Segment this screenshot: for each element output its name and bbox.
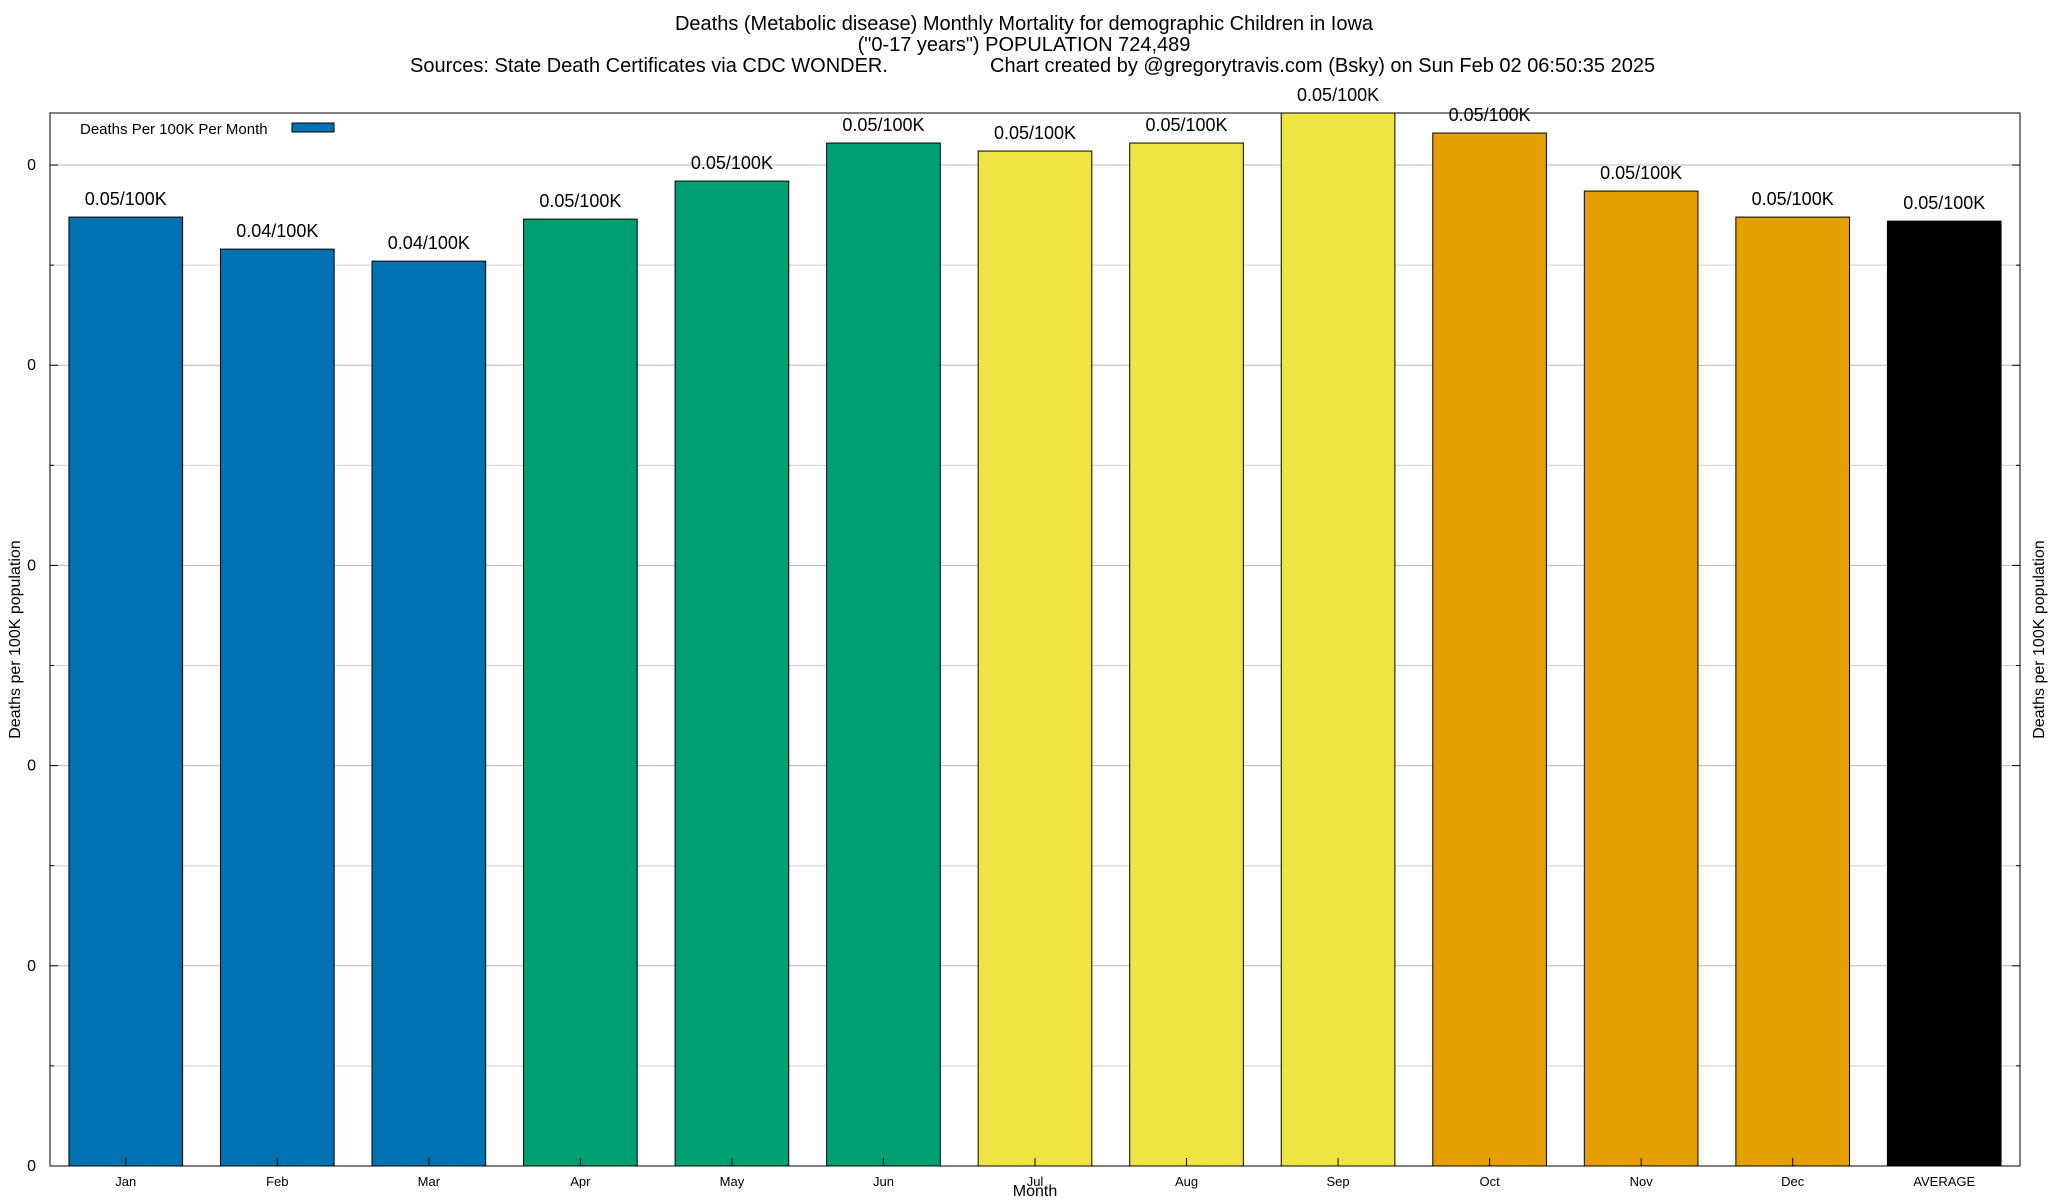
y-tick-label: 0 <box>27 357 36 374</box>
x-tick-label: Feb <box>266 1174 288 1189</box>
data-label: 0.05/100K <box>85 189 167 209</box>
x-tick-label: Sep <box>1327 1174 1350 1189</box>
y-tick-label: 0 <box>27 1158 36 1175</box>
bar-apr <box>523 218 638 1167</box>
data-label: 0.05/100K <box>1297 85 1379 105</box>
bar-may <box>674 180 790 1167</box>
legend-label: Deaths Per 100K Per Month <box>80 121 268 138</box>
data-label: 0.05/100K <box>1145 115 1227 135</box>
bar-sep <box>1280 112 1396 1167</box>
data-label: 0.05/100K <box>1903 193 1985 213</box>
bar-nov <box>1583 190 1699 1167</box>
bar-oct <box>1432 132 1547 1167</box>
y-tick-label: 0 <box>27 958 36 975</box>
bar-aug <box>1129 142 1244 1167</box>
data-label: 0.05/100K <box>691 153 773 173</box>
chart-title-block: Deaths (Metabolic disease) Monthly Morta… <box>0 14 2048 56</box>
x-tick-label: Mar <box>418 1174 441 1189</box>
y2-axis-label: Deaths per 100K population <box>2031 540 2048 738</box>
y-tick-label: 0 <box>27 557 36 574</box>
chart-sources: Sources: State Death Certificates via CD… <box>410 55 888 77</box>
bar-average <box>1886 220 2002 1167</box>
plot-border <box>49 112 2021 1167</box>
chart-subtitle: ("0-17 years") POPULATION 724,489 <box>857 34 1191 56</box>
bar-mar <box>371 260 487 1167</box>
bar-jan <box>68 216 184 1167</box>
data-label: 0.04/100K <box>388 233 470 253</box>
x-tick-label: AVERAGE <box>1913 1174 1975 1189</box>
bar-feb <box>219 248 335 1167</box>
x-tick-label: Aug <box>1175 1174 1198 1189</box>
bar-jul <box>977 150 1093 1167</box>
legend-swatch <box>291 122 335 133</box>
x-tick-label: Jan <box>115 1174 136 1189</box>
x-axis-label: Month <box>1013 1183 1057 1200</box>
data-label: 0.05/100K <box>1449 105 1531 125</box>
data-label: 0.04/100K <box>236 221 318 241</box>
bar-jun <box>826 142 941 1167</box>
x-tick-label: Oct <box>1479 1174 1500 1189</box>
data-label: 0.05/100K <box>842 115 924 135</box>
chart-title: Deaths (Metabolic disease) Monthly Morta… <box>674 13 1374 35</box>
x-tick-label: Dec <box>1781 1174 1805 1189</box>
y-axis-label: Deaths per 100K population <box>7 540 24 738</box>
data-label: 0.05/100K <box>1752 189 1834 209</box>
data-label: 0.05/100K <box>1600 163 1682 183</box>
x-tick-label: Jul <box>1027 1174 1044 1189</box>
x-tick-label: Nov <box>1630 1174 1654 1189</box>
data-label: 0.05/100K <box>994 123 1076 143</box>
y-tick-label: 0 <box>27 157 36 174</box>
chart-credit: Chart created by @gregorytravis.com (Bsk… <box>990 55 1655 77</box>
bar-dec <box>1735 216 1851 1167</box>
x-tick-label: Apr <box>570 1174 591 1189</box>
data-label: 0.05/100K <box>539 191 621 211</box>
x-tick-label: Jun <box>873 1174 894 1189</box>
x-tick-label: May <box>720 1174 745 1189</box>
y-tick-label: 0 <box>27 758 36 775</box>
